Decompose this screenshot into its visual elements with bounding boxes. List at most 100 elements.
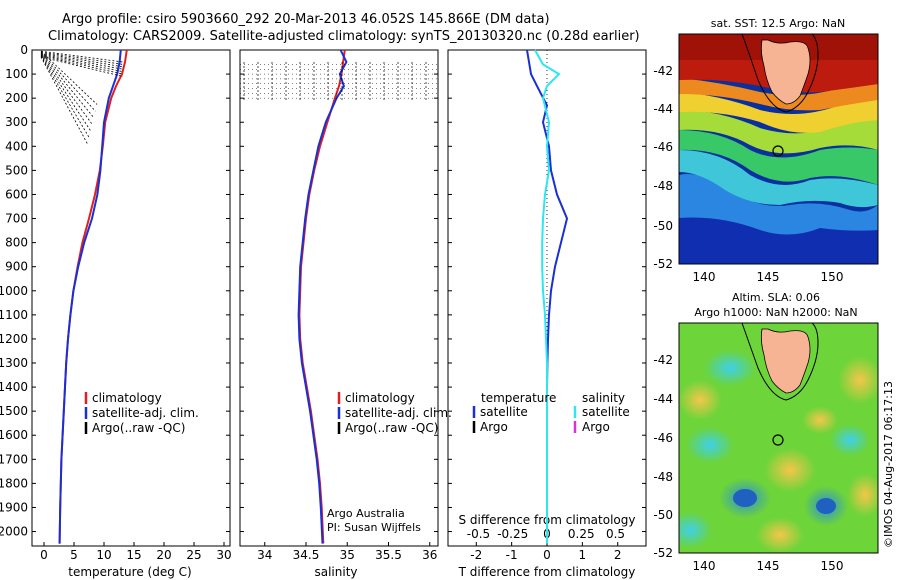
xtick-label: 1	[579, 548, 587, 562]
sla-xtick: 145	[757, 559, 780, 573]
legend-s-argo: Argo	[582, 420, 610, 434]
sla-xtick: 140	[693, 559, 716, 573]
sst-map-yticks: -42 -44 -46 -48 -50 -52	[653, 64, 673, 271]
temperature-legend: climatology satellite-adj. clim. Argo(..…	[84, 391, 199, 435]
xtick-label: 36	[422, 548, 437, 562]
sla-map-title-line2: Argo h1000: NaN h2000: NaN	[694, 306, 857, 319]
depth-tick-label: 2000	[0, 525, 28, 539]
sla-ytick: -48	[653, 470, 673, 484]
sla-xtick: 150	[821, 559, 844, 573]
depth-tick-label: 300	[5, 115, 28, 129]
xtick-label: 30	[216, 548, 231, 562]
sst-ytick: -44	[653, 102, 673, 116]
xtick-label: 2	[614, 548, 622, 562]
argo-raw-dotted	[40, 52, 95, 119]
difference-xlabel: T difference from climatology	[458, 565, 636, 579]
difference-legend: temperature salinity satellite Argo sate…	[472, 391, 630, 434]
sla-ytick: -44	[653, 392, 673, 406]
depth-tick-label: 1300	[0, 356, 28, 370]
depth-tick-label: 1000	[0, 284, 28, 298]
salinity-difference-tick-labels: -0.5 -0.25 0 0.25 0.5	[467, 527, 625, 541]
depth-tick-label: 100	[5, 67, 28, 81]
salinity-axes	[239, 49, 439, 547]
argo-raw-dotted	[40, 56, 89, 146]
xtick-label: 25	[186, 548, 201, 562]
legend-satellite: satellite-adj. clim.	[345, 406, 452, 420]
argo-raw-dotted	[40, 52, 124, 68]
sla-map-title-line1: Altim. SLA: 0.06	[732, 291, 820, 304]
sst-xtick: 140	[693, 270, 716, 284]
legend-satellite: satellite-adj. clim.	[92, 406, 199, 420]
sst-float-marker	[772, 145, 784, 157]
depth-tick-label: 1600	[0, 428, 28, 442]
sst-ytick: -42	[653, 64, 673, 78]
xtick-label: -2	[470, 548, 482, 562]
salinity-annotation-line2: PI: Susan Wijffels	[327, 521, 421, 534]
depth-tick-label: 800	[5, 236, 28, 250]
depth-tick-label: 1100	[0, 308, 28, 322]
argo-raw-dotted	[40, 54, 124, 73]
xtick-label: 35.5	[375, 548, 402, 562]
legend-t-argo: Argo	[480, 420, 508, 434]
xtick-label: 20	[156, 548, 171, 562]
xtick-label: 5	[70, 548, 78, 562]
salinity-climatology-line	[298, 49, 346, 544]
sla-ytick: -50	[653, 508, 673, 522]
xtick-label: 15	[126, 548, 141, 562]
legend-s-satellite: satellite	[582, 405, 630, 419]
temperature-xlabel: temperature (deg C)	[68, 565, 191, 579]
xtick-label: 0	[40, 548, 48, 562]
sst-xtick: 150	[821, 270, 844, 284]
depth-tick-label: 700	[5, 212, 28, 226]
temperature-satellite-line	[58, 49, 122, 544]
legend-t-satellite: satellite	[480, 405, 528, 419]
argo-raw-dotted	[40, 53, 124, 70]
sst-ytick: -50	[653, 219, 673, 233]
salinity-xlabel: salinity	[314, 565, 357, 579]
sst-ytick: -48	[653, 179, 673, 193]
depth-tick-label: 600	[5, 187, 28, 201]
argo-raw-dotted	[40, 50, 98, 105]
xtick-label: 34.5	[293, 548, 320, 562]
depth-tick-label: 0	[20, 43, 28, 57]
xtick-label: 35	[340, 548, 355, 562]
sst-xtick: 145	[757, 270, 780, 284]
legend-argo: Argo(..raw -QC)	[92, 421, 185, 435]
temperature-climatology-line	[58, 49, 128, 544]
salinity-difference-line	[534, 49, 561, 544]
legend-climatology: climatology	[345, 391, 415, 405]
tasmania-landmass-sla	[741, 323, 819, 401]
depth-tick-label: 500	[5, 163, 28, 177]
depth-axis-labels: 0 100 200 300 400 500 600 700 800 900 1000 1100 1200…	[0, 43, 28, 539]
argo-raw-dotted	[40, 53, 93, 125]
depth-tick-label: 400	[5, 139, 28, 153]
salinity-annotation-line1: Argo Australia	[327, 507, 405, 520]
sla-map-yticks: -42 -44 -46 -48 -50 -52	[653, 353, 673, 560]
legend-salinity-heading: salinity	[582, 391, 625, 405]
difference-xtick-labels: -2 -1 0 1 2	[470, 548, 621, 562]
depth-tick-label: 1500	[0, 404, 28, 418]
sst-map	[679, 34, 878, 264]
xtick-label: 34	[257, 548, 272, 562]
depth-tick-label: 900	[5, 260, 28, 274]
sst-ytick: -52	[653, 257, 673, 271]
tasmania-landmass-sst	[741, 34, 819, 113]
sla-ytick: -42	[653, 353, 673, 367]
xtick-label: 0	[543, 548, 551, 562]
salinity-satellite-line	[297, 49, 348, 544]
sla-map	[679, 323, 878, 553]
argo-raw-dotted	[40, 51, 124, 65]
argo-raw-dotted	[40, 51, 96, 112]
sst-map-title: sat. SST: 12.5 Argo: NaN	[711, 17, 845, 30]
legend-argo: Argo(..raw -QC)	[345, 421, 438, 435]
sla-ytick: -46	[653, 431, 673, 445]
figure-title-line1: Argo profile: csiro 5903660_292 20-Mar-2…	[62, 12, 550, 27]
xtick-label: 10	[96, 548, 111, 562]
salinity-legend: climatology satellite-adj. clim. Argo(..…	[337, 391, 452, 435]
sst-map-xticks: 140 145 150	[693, 270, 844, 284]
sla-ytick: -52	[653, 546, 673, 560]
argo-raw-dotted	[40, 55, 124, 75]
depth-tick-label: 1800	[0, 476, 28, 490]
depth-tick-label: 1200	[0, 332, 28, 346]
